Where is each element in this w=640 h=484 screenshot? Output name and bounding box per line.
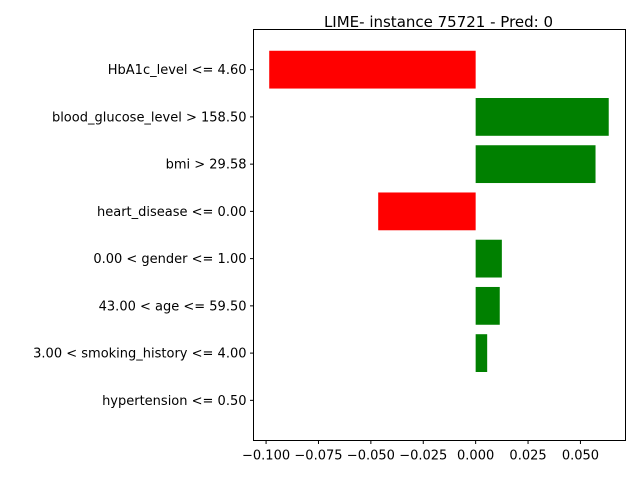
bar-6 [475,334,488,372]
y-tick-label: 43.00 < age <= 59.50 [99,299,247,314]
x-tick-label: −0.050 [347,449,395,464]
plot-area-frame [253,29,626,441]
x-tick-label: 0.000 [457,449,494,464]
y-tick-label: bmi > 29.58 [166,158,247,173]
bars-group [269,50,609,372]
y-axis-ticks: HbA1c_level <= 4.60 blood_glucose_level >… [33,63,254,409]
y-tick-label: heart_disease <= 0.00 [97,205,247,220]
bar-1 [475,98,609,136]
bar-5 [475,286,500,325]
bar-3 [378,192,476,231]
y-tick-label: hypertension <= 0.50 [102,394,246,409]
x-tick-label: 0.025 [509,449,546,464]
x-tick-label: −0.025 [399,449,447,464]
x-axis-ticks: −0.100 −0.075 −0.050 −0.025 0.000 0.025 0.050 [242,440,599,464]
chart-title: LIME- instance 75721 - Pred: 0 [324,13,553,31]
y-tick-label: 0.00 < gender <= 1.00 [93,252,246,267]
x-tick-label: −0.075 [294,449,342,464]
x-tick-label: 0.050 [562,449,599,464]
y-tick-label: 3.00 < smoking_history <= 4.00 [33,347,246,362]
bar-4 [475,239,502,278]
bar-2 [475,145,596,184]
y-tick-label: HbA1c_level <= 4.60 [108,63,247,78]
x-tick-label: −0.100 [242,449,290,464]
y-tick-label: blood_glucose_level > 158.50 [52,110,247,125]
bar-0 [269,50,476,89]
